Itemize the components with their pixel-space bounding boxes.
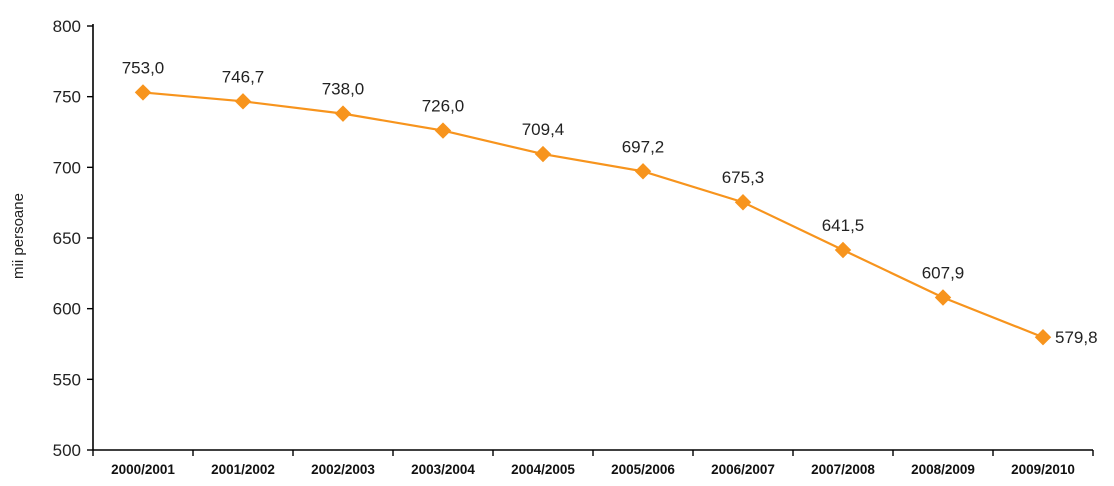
- data-point-marker: [834, 241, 852, 259]
- data-label: 579,8: [1055, 328, 1098, 347]
- data-point-marker: [934, 289, 952, 306]
- data-point-marker: [634, 163, 652, 180]
- data-point-marker: [234, 93, 252, 110]
- series-line: [142, 91, 1044, 339]
- x-tick-label: 2006/2007: [711, 462, 775, 477]
- x-tick-label: 2003/2004: [411, 462, 475, 477]
- data-label: 675,3: [722, 168, 765, 187]
- series-line-layer: [142, 91, 1044, 339]
- data-point-marker: [1034, 329, 1052, 346]
- data-label: 746,7: [222, 67, 265, 86]
- x-tick-label: 2002/2003: [311, 462, 375, 477]
- data-point-marker: [734, 194, 752, 211]
- data-label: 726,0: [422, 97, 465, 116]
- x-tick-label: 2007/2008: [811, 462, 875, 477]
- x-tick-label: 2009/2010: [1011, 462, 1075, 477]
- data-label: 753,0: [122, 58, 165, 77]
- y-tick-label: 800: [53, 17, 81, 36]
- data-label: 709,4: [522, 120, 565, 139]
- data-point-marker: [334, 105, 352, 122]
- data-point-marker: [434, 122, 452, 139]
- y-tick-label: 550: [53, 370, 81, 389]
- y-tick-label: 500: [53, 441, 81, 460]
- data-label: 641,5: [822, 216, 865, 235]
- x-tick-label: 2005/2006: [611, 462, 675, 477]
- y-tick-label: 700: [53, 158, 81, 177]
- y-tick-label: 600: [53, 300, 81, 319]
- data-point-marker: [534, 145, 552, 163]
- data-labels-layer: 753,0 746,7 738,0 726,0 709,4 697,2 675,3 641,5…: [122, 58, 1098, 347]
- x-tick-label: 2000/2001: [111, 462, 175, 477]
- y-axis-title: mii persoane: [10, 193, 27, 279]
- y-tick-label: 650: [53, 229, 81, 248]
- markers-layer: [134, 84, 1052, 346]
- x-tick-label: 2008/2009: [911, 462, 975, 477]
- x-tick-label: 2001/2002: [211, 462, 275, 477]
- data-label: 738,0: [322, 80, 365, 99]
- y-tick-label: 750: [53, 88, 81, 107]
- x-tick-label: 2004/2005: [511, 462, 575, 477]
- data-label: 697,2: [622, 137, 665, 156]
- data-label: 607,9: [922, 264, 965, 283]
- axes: 500 550 600 650 700 750 800 2000/2001 2001/2002 2…: [53, 17, 1094, 477]
- data-point-marker: [134, 84, 152, 101]
